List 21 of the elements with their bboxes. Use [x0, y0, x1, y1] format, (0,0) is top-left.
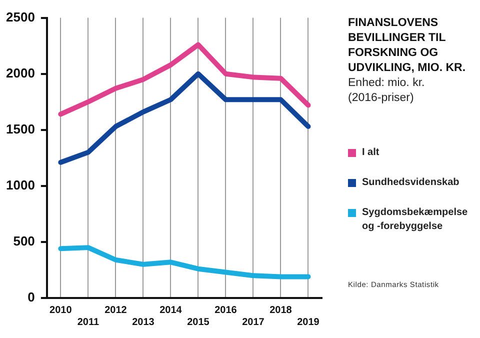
x-tick-label: 2013 — [132, 316, 155, 328]
text: FINANSLOVENS BEVILLINGER TIL FORSKNING OG UDVIKLING, MIO. KR. — [348, 16, 467, 76]
x-tick-label: 2016 — [214, 304, 238, 316]
y-tick-label: 1000 — [6, 178, 35, 192]
x-tick-label: 2011 — [77, 316, 100, 328]
legend-label: Sygdomsbekæmpelse og -forebyggelse — [362, 206, 468, 234]
legend-label: I alt — [362, 146, 380, 160]
x-tick-label: 2017 — [242, 316, 265, 328]
x-tick-label: 2019 — [297, 316, 320, 328]
x-tick-label: 2012 — [104, 304, 128, 316]
x-tick-label: 2010 — [50, 304, 72, 316]
y-tick-label: 2500 — [6, 9, 35, 24]
text: Enhed: mio. kr. (2016-priser) — [348, 76, 426, 106]
legend-label: Sundhedsvidenskab — [362, 176, 460, 190]
y-tick-label: 500 — [13, 234, 35, 249]
y-tick-label: 1500 — [6, 121, 35, 136]
x-tick-label: 2015 — [187, 316, 210, 328]
x-tick-label: 2018 — [270, 304, 292, 316]
x-tick-label: 2014 — [160, 304, 182, 316]
y-tick-label: 2000 — [6, 65, 35, 80]
y-tick-label: 0 — [28, 290, 35, 305]
